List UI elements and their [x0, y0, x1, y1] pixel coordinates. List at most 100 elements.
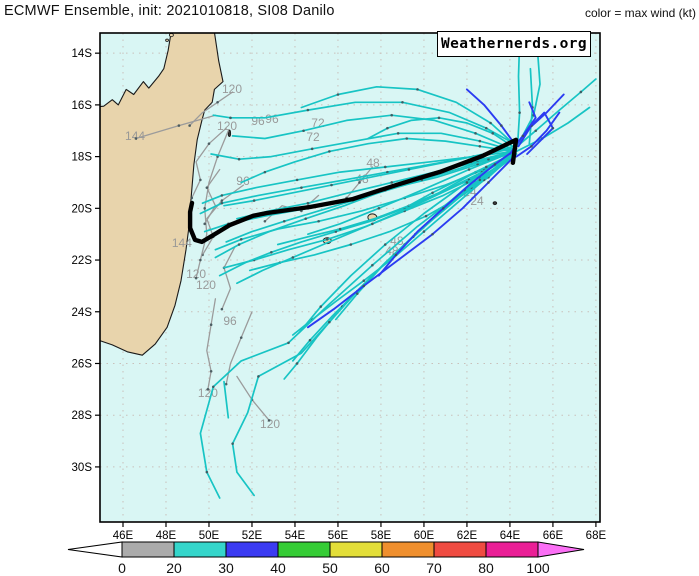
y-tick-label: 14S: [72, 48, 93, 60]
track-vertex-dot: [386, 170, 389, 174]
y-tick-label: 20S: [72, 203, 93, 215]
colorbar: 0 20 30 40 50 60 70 80 100: [67, 541, 585, 576]
colorbar-label: 80: [478, 560, 494, 576]
ensemble-track: [231, 114, 513, 150]
x-tick-label: 50E: [199, 530, 220, 542]
x-tick-label: 68E: [586, 530, 607, 542]
weathernerds-watermark: Weathernerds.org: [437, 31, 591, 57]
ensemble-track: [276, 151, 517, 246]
colorbar-label: 30: [218, 560, 234, 576]
track-vertex-dot: [239, 238, 243, 241]
colorbar-segment: [381, 541, 435, 558]
track-vertex-dot: [263, 170, 267, 174]
track-vertex-dot: [239, 336, 243, 339]
track-vertex-dot: [308, 338, 312, 342]
track-vertex-dot: [306, 201, 310, 205]
time-label: 144: [125, 129, 145, 143]
track-vertex-dot: [484, 126, 488, 130]
islet-north-1: [168, 33, 174, 38]
track-vertex-dot: [328, 320, 331, 324]
track-vertex-dot: [229, 116, 232, 120]
ensemble-track: [516, 41, 521, 148]
track-vertex-dot: [405, 137, 409, 140]
track-vertex-dot: [371, 263, 374, 267]
colorbar-segment: [433, 541, 487, 558]
ensemble-track: [206, 298, 217, 390]
ensemble-track: [201, 184, 245, 256]
track-vertex-dot: [263, 219, 267, 223]
ensemble-track: [188, 91, 234, 127]
ensemble-track: [191, 127, 227, 199]
ensemble-track: [513, 78, 597, 150]
track-vertex-dot: [325, 238, 329, 241]
colorbar-label: 70: [426, 560, 442, 576]
track-vertex-dot: [534, 129, 538, 133]
time-label: 120: [186, 267, 206, 281]
track-vertex-dot: [489, 121, 492, 125]
track-vertex-dot: [310, 147, 314, 151]
x-tick-label: 46E: [113, 530, 134, 542]
track-vertex-dot: [437, 116, 441, 120]
track-vertex-dot: [424, 214, 428, 218]
track-vertex-dot: [220, 307, 224, 311]
plot-title: ECMWF Ensemble, init: 2021010818, SI08 D…: [4, 3, 335, 19]
x-tick-label: 54E: [285, 530, 306, 542]
track-vertex-dot: [319, 305, 323, 308]
track-vertex-dot: [401, 101, 404, 104]
track-vertex-dot: [188, 124, 191, 127]
track-vertex-dot: [209, 369, 213, 373]
madagascar-landmass: [100, 33, 224, 356]
island-rodrigues: [492, 201, 498, 206]
track-vertex-dot: [194, 276, 198, 280]
colorbar-label: 0: [118, 560, 126, 576]
islet-north-2: [165, 38, 169, 42]
track-vertex-dot: [300, 186, 303, 189]
track-vertex-dot: [291, 256, 295, 259]
track-vertex-dot: [390, 113, 394, 117]
track-vertex-dot: [317, 219, 320, 223]
y-tick-label: 26S: [72, 358, 93, 370]
colorbar-segment: [173, 541, 227, 558]
track-vertex-dot: [203, 222, 206, 226]
time-label: 120: [260, 417, 280, 431]
colorbar-right-arrow: [537, 541, 585, 558]
track-vertex-dot: [206, 388, 210, 391]
track-vertex-dot: [500, 124, 503, 127]
track-vertex-dot: [349, 243, 353, 246]
axes: 14S 16S 18S 20S 22S 24S 26S 28S 30S 46E 48E 50E 52E 5…: [72, 48, 607, 542]
x-tick-label: 64E: [500, 530, 521, 542]
track-vertex-dot: [211, 385, 215, 389]
track-vertex-dot: [478, 178, 482, 182]
x-tick-label: 62E: [457, 530, 478, 542]
time-label: 96: [265, 112, 279, 126]
track-vertex-dot: [295, 178, 299, 182]
track-vertex-dot: [252, 199, 256, 202]
track-vertex-dot: [478, 144, 482, 148]
track-vertex-dot: [487, 181, 490, 184]
track-vertex-dot: [328, 150, 331, 153]
colorbar-segment: [121, 541, 175, 558]
track-vertex-dot: [220, 194, 224, 197]
track-vertex-dot: [257, 375, 260, 378]
track-vertex-dot: [205, 470, 209, 474]
track-vertex-dot: [220, 199, 224, 202]
track-vertex-dot: [362, 284, 366, 288]
track-vertex-dot: [396, 132, 400, 135]
track-vertex-dot: [304, 217, 308, 220]
ensemble-track: [221, 246, 236, 310]
y-tick-label: 18S: [72, 152, 93, 164]
track-vertex-dot: [207, 142, 211, 145]
track-vertex-dot: [209, 323, 213, 326]
track-vertex-dot: [267, 419, 271, 422]
y-tick-label: 28S: [72, 410, 93, 422]
track-vertex-dot: [362, 279, 366, 283]
colorbar-segment: [225, 541, 279, 558]
ensemble-track: [223, 380, 230, 419]
colorbar-segment: [485, 541, 539, 558]
ensemble-track: [223, 145, 516, 207]
time-label: 120: [217, 119, 237, 133]
